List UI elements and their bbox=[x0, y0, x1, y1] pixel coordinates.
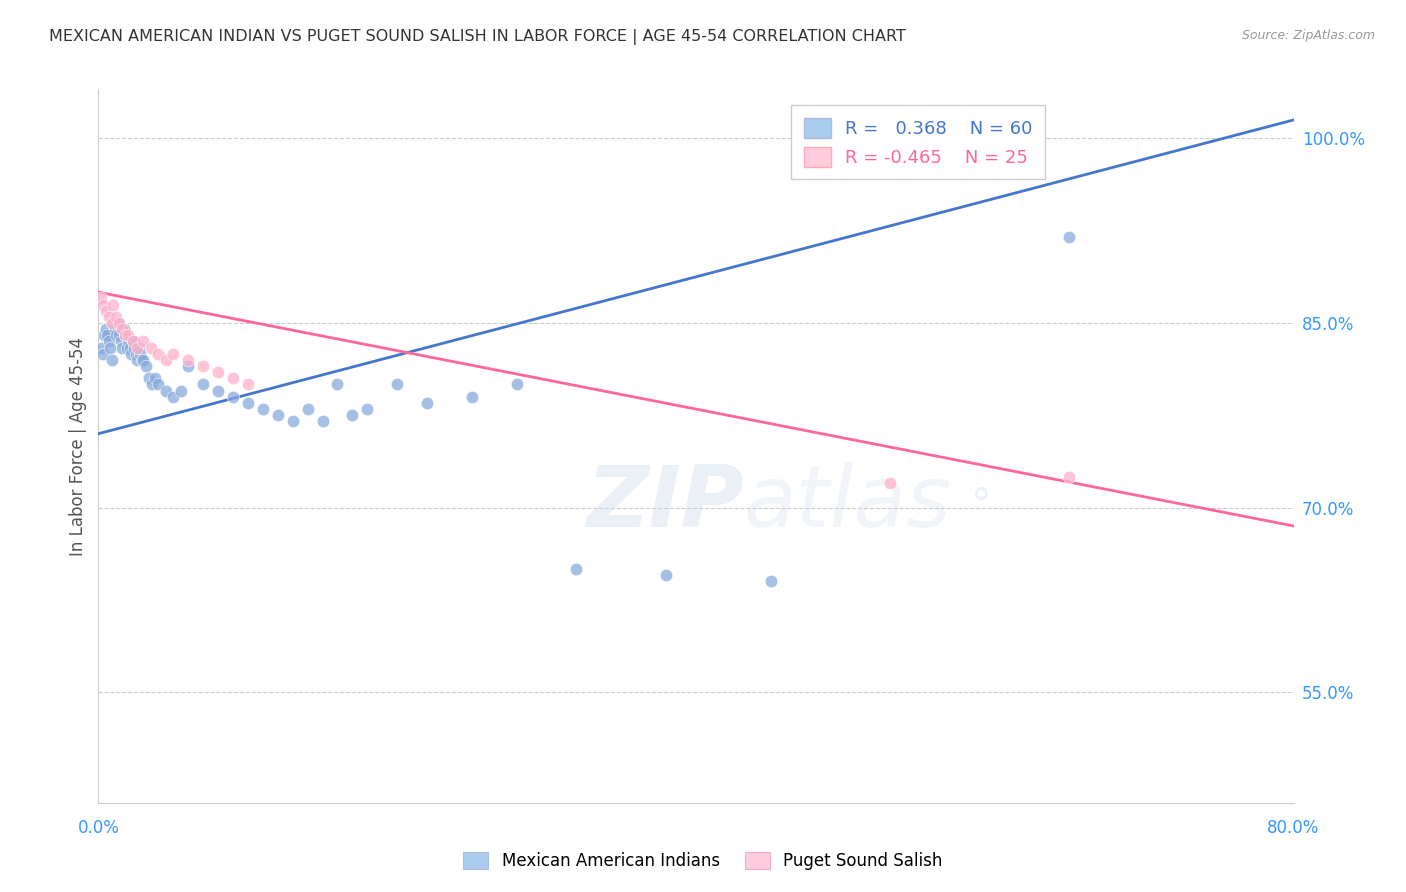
Point bbox=[191, 377, 214, 392]
Point bbox=[416, 396, 439, 410]
Text: Source: ZipAtlas.com: Source: ZipAtlas.com bbox=[1241, 29, 1375, 42]
Point bbox=[236, 377, 259, 392]
Text: 0.0%: 0.0% bbox=[77, 820, 120, 838]
Point bbox=[131, 352, 153, 367]
Point bbox=[127, 352, 149, 367]
Legend: Mexican American Indians, Puget Sound Salish: Mexican American Indians, Puget Sound Sa… bbox=[457, 845, 949, 877]
Point bbox=[91, 297, 114, 311]
Y-axis label: In Labor Force | Age 45-54: In Labor Force | Age 45-54 bbox=[69, 336, 87, 556]
Point bbox=[108, 328, 131, 343]
Point bbox=[98, 341, 122, 355]
Point bbox=[297, 402, 319, 417]
Point bbox=[281, 414, 304, 428]
Point bbox=[90, 291, 112, 305]
Point bbox=[104, 322, 127, 336]
Point bbox=[759, 574, 782, 589]
Point bbox=[162, 390, 184, 404]
Point bbox=[117, 334, 139, 349]
Point bbox=[222, 390, 245, 404]
Point bbox=[97, 334, 120, 349]
Point bbox=[191, 359, 214, 373]
Point bbox=[207, 384, 229, 398]
Point bbox=[120, 347, 142, 361]
Point bbox=[114, 328, 136, 343]
Point bbox=[148, 377, 170, 392]
Point bbox=[461, 390, 484, 404]
Point bbox=[148, 347, 170, 361]
Point bbox=[506, 377, 529, 392]
Point bbox=[385, 377, 409, 392]
Point bbox=[101, 316, 124, 330]
Point bbox=[267, 409, 290, 423]
Point bbox=[103, 316, 125, 330]
Point bbox=[128, 341, 150, 355]
Point bbox=[139, 341, 162, 355]
Point bbox=[177, 352, 200, 367]
Point bbox=[110, 334, 132, 349]
Point bbox=[117, 328, 139, 343]
Point bbox=[984, 131, 1007, 145]
Point bbox=[121, 334, 143, 349]
Point bbox=[129, 347, 152, 361]
Point bbox=[326, 377, 349, 392]
Point bbox=[90, 341, 112, 355]
Point bbox=[252, 402, 274, 417]
Text: 80.0%: 80.0% bbox=[1267, 820, 1320, 838]
Point bbox=[114, 328, 136, 343]
Point bbox=[111, 322, 134, 336]
Point bbox=[132, 334, 155, 349]
Point bbox=[356, 402, 378, 417]
Point bbox=[143, 371, 166, 385]
Point bbox=[655, 568, 678, 582]
Point bbox=[565, 562, 588, 576]
Point bbox=[96, 328, 118, 343]
Point bbox=[236, 396, 259, 410]
Point bbox=[141, 377, 163, 392]
Point bbox=[118, 341, 141, 355]
Point bbox=[132, 352, 155, 367]
Point bbox=[162, 347, 184, 361]
Point bbox=[169, 384, 191, 398]
Point bbox=[93, 328, 115, 343]
Point bbox=[124, 341, 146, 355]
Point bbox=[207, 365, 229, 379]
Point bbox=[342, 409, 364, 423]
Point bbox=[97, 310, 120, 324]
Point bbox=[1059, 230, 1081, 244]
Point bbox=[101, 352, 124, 367]
Point bbox=[908, 131, 931, 145]
Point bbox=[155, 384, 177, 398]
Point bbox=[103, 297, 125, 311]
Point bbox=[127, 341, 149, 355]
Point bbox=[138, 371, 160, 385]
Point bbox=[121, 334, 143, 349]
Point bbox=[115, 341, 138, 355]
Point bbox=[111, 341, 134, 355]
Point bbox=[311, 414, 333, 428]
Point bbox=[105, 310, 128, 324]
Text: ZIP: ZIP bbox=[586, 461, 744, 545]
Point bbox=[135, 359, 157, 373]
Point bbox=[222, 371, 245, 385]
Point bbox=[125, 347, 148, 361]
Text: atlas: atlas bbox=[744, 461, 952, 545]
Point bbox=[155, 352, 177, 367]
Point bbox=[112, 322, 135, 336]
Point bbox=[91, 347, 114, 361]
Text: MEXICAN AMERICAN INDIAN VS PUGET SOUND SALISH IN LABOR FORCE | AGE 45-54 CORRELA: MEXICAN AMERICAN INDIAN VS PUGET SOUND S… bbox=[49, 29, 905, 45]
Text: °: ° bbox=[972, 485, 991, 528]
Point bbox=[177, 359, 200, 373]
Point bbox=[94, 322, 117, 336]
Point bbox=[94, 303, 117, 318]
Point bbox=[107, 316, 129, 330]
Point bbox=[879, 475, 901, 490]
Point bbox=[1059, 469, 1081, 483]
Legend: R =   0.368    N = 60, R = -0.465    N = 25: R = 0.368 N = 60, R = -0.465 N = 25 bbox=[792, 105, 1046, 179]
Point bbox=[108, 316, 131, 330]
Point bbox=[105, 328, 128, 343]
